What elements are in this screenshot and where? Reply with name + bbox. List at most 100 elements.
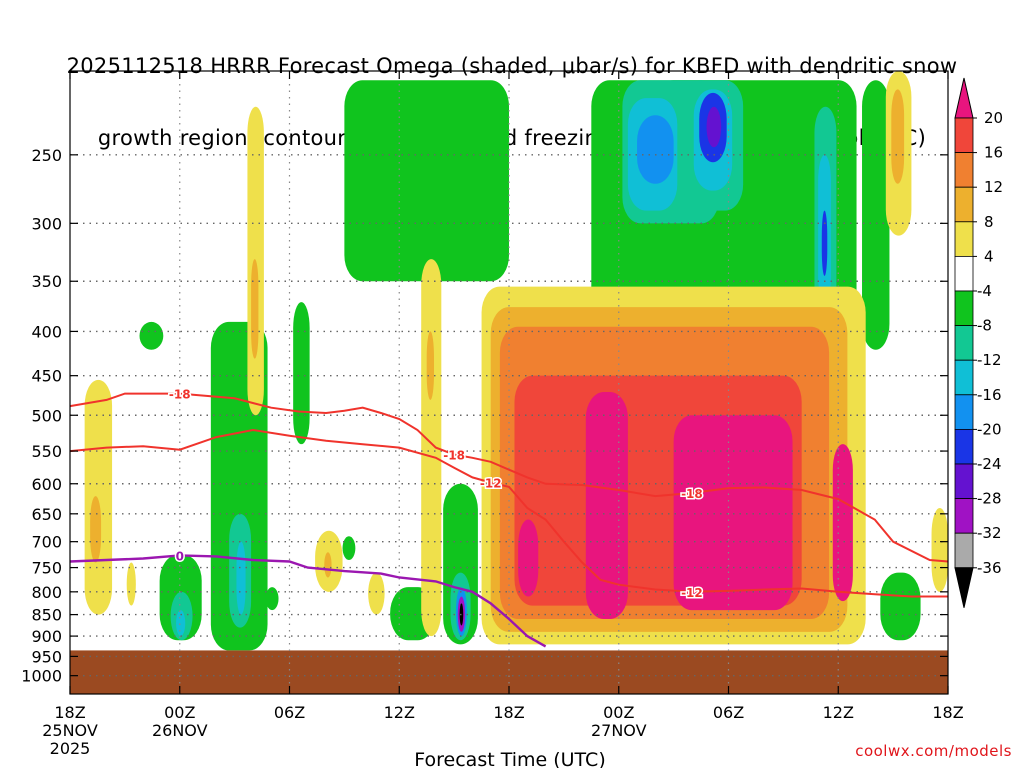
- x-tick-date: 25NOV: [42, 721, 98, 740]
- colorbar-bin: [954, 325, 974, 361]
- x-tick-label: 18Z: [493, 703, 524, 722]
- omega-region: [421, 259, 442, 637]
- omega-region: [706, 106, 722, 148]
- colorbar-label: 12: [984, 178, 1003, 196]
- omega-region: [251, 259, 259, 359]
- x-tick-label: 12Z: [384, 703, 415, 722]
- omega-region: [673, 415, 793, 611]
- dgz-contour-line: [69, 428, 948, 598]
- colorbar-bin: [954, 255, 974, 292]
- colorbar-bin: [954, 290, 974, 326]
- colorbar-label: 16: [984, 144, 1003, 162]
- y-tick-label: 600: [31, 475, 62, 494]
- colorbar-label: -8: [977, 317, 992, 335]
- x-tick-date: 27NOV: [591, 721, 647, 740]
- omega-region: [821, 210, 828, 276]
- colorbar-label: -32: [977, 524, 1002, 542]
- x-tick-label: 00Z: [164, 703, 195, 722]
- omega-region: [139, 321, 164, 350]
- dgz-contour-label: -18: [169, 388, 191, 402]
- colorbar-cap-bottom: [954, 567, 974, 608]
- colorbar-bin: [954, 221, 974, 257]
- omega-region: [862, 80, 890, 350]
- x-tick-label: 06Z: [713, 703, 744, 722]
- y-tick-label: 650: [31, 505, 62, 524]
- colorbar-label: -28: [977, 490, 1002, 508]
- omega-region: [90, 496, 102, 563]
- title-line-1: 2025112518 HRRR Forecast Omega (shaded, …: [66, 54, 958, 78]
- y-axis-ticks: 250 300 350 400 450 500 550 600 650 700 750 800 850 9…: [21, 146, 948, 686]
- omega-region: [84, 379, 113, 615]
- dgz-contour-label: -18: [443, 448, 465, 462]
- colorbar-bin: [954, 532, 974, 569]
- omega-region: [344, 80, 509, 282]
- dgz-contour-label: -12: [480, 476, 502, 490]
- x-tick-label: 12Z: [823, 703, 854, 722]
- colorbar-label: -4: [977, 282, 992, 300]
- y-tick-label: 850: [31, 606, 62, 625]
- contour-lines: -18 -18 -18 -12 -12 0: [69, 386, 949, 648]
- colorbar-label: -36: [977, 559, 1002, 577]
- y-tick-label: 950: [31, 647, 62, 666]
- omega-region: [426, 331, 435, 400]
- y-tick-label: 800: [31, 583, 62, 602]
- y-tick-label: 550: [31, 442, 62, 461]
- omega-region: [931, 507, 948, 592]
- dgz-contour-label: -12: [681, 586, 703, 600]
- colorbar-bin: [954, 359, 974, 396]
- colorbar-label: 4: [984, 247, 994, 265]
- x-tick-date: 26NOV: [152, 721, 208, 740]
- x-tick-label: 18Z: [932, 703, 963, 722]
- x-tick-year: 2025: [50, 739, 91, 758]
- omega-region: [342, 536, 356, 560]
- omega-region: [293, 302, 310, 445]
- colorbar-label: 20: [984, 109, 1003, 127]
- colorbar-bin: [954, 394, 974, 430]
- freezing-level-line: [69, 554, 547, 648]
- y-tick-label: 300: [31, 214, 62, 233]
- colorbar: 20 16 12 8 4 -4 -8 -12 -16 -20 -24 -28 -32 -36: [954, 77, 1003, 608]
- y-tick-label: 1000: [21, 667, 62, 686]
- colorbar-bin: [954, 186, 974, 223]
- y-tick-label: 500: [31, 406, 62, 425]
- colorbar-label: -16: [977, 386, 1002, 404]
- omega-region: [236, 541, 246, 615]
- omega-shading: [84, 71, 948, 651]
- y-tick-label: 700: [31, 533, 62, 552]
- credit-text: coolwx.com/models: [855, 742, 1012, 760]
- colorbar-label: -20: [977, 420, 1002, 438]
- y-tick-label: 350: [31, 272, 62, 291]
- omega-region: [518, 519, 539, 597]
- y-tick-label: 750: [31, 559, 62, 578]
- omega-region: [637, 115, 674, 184]
- omega-region: [891, 89, 905, 184]
- colorbar-bin: [954, 498, 974, 534]
- y-tick-label: 250: [31, 146, 62, 165]
- colorbar-label: 8: [984, 213, 994, 231]
- x-axis-title: Forecast Time (UTC): [414, 749, 605, 768]
- omega-region: [126, 562, 136, 606]
- colorbar-bin: [954, 152, 974, 188]
- omega-region: [265, 587, 279, 611]
- omega-region: [585, 392, 628, 620]
- x-tick-label: 06Z: [274, 703, 305, 722]
- y-tick-label: 450: [31, 367, 62, 386]
- omega-region: [176, 610, 186, 637]
- colorbar-label: -12: [977, 351, 1002, 369]
- y-tick-label: 400: [31, 322, 62, 341]
- x-tick-label: 18Z: [54, 703, 85, 722]
- dgz-contour-label: -18: [681, 487, 703, 501]
- colorbar-bin: [954, 428, 974, 465]
- dgz-contour-line: [69, 392, 949, 563]
- colorbar-cap-top: [954, 77, 974, 119]
- x-tick-label: 00Z: [603, 703, 634, 722]
- omega-region: [324, 552, 332, 578]
- colorbar-bin: [954, 117, 974, 153]
- colorbar-bin: [954, 463, 974, 499]
- freezing-level-label: 0: [176, 549, 184, 563]
- y-tick-label: 900: [31, 627, 62, 646]
- colorbar-label: -24: [977, 455, 1002, 473]
- omega-region: [832, 444, 853, 602]
